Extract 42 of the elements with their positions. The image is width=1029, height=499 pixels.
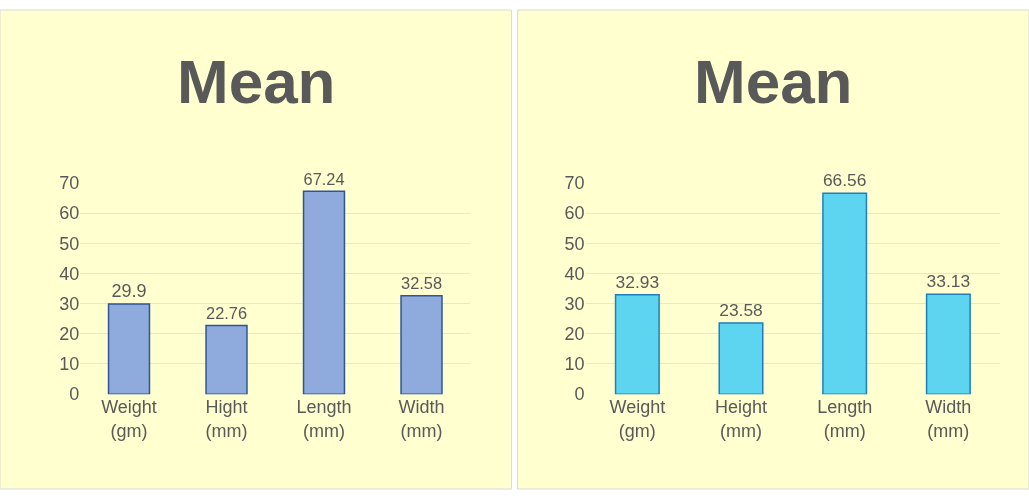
y-tick-label: 20 [564,324,585,345]
data-label: 66.56 [822,170,867,191]
y-tick-label: 70 [564,173,585,194]
bar [205,324,248,395]
data-label: 22.76 [206,303,247,322]
data-label: 32.58 [401,274,442,293]
bar [614,294,660,395]
y-tick-label: 30 [59,293,80,314]
y-tick-label: 50 [59,233,80,254]
x-tick-label: Width (mm) [925,397,972,441]
chart-title: Mean [694,47,853,116]
bar [822,192,868,395]
x-tick-label: Hight (mm) [205,397,248,441]
data-label: 33.13 [926,271,971,292]
chart-title: Mean [177,47,336,116]
data-label: 67.24 [303,169,345,188]
y-tick-label: 50 [564,233,585,254]
y-tick-label: 20 [59,324,80,345]
x-tick-label: Weight (gm) [101,397,157,441]
y-tick-label: 70 [59,173,80,194]
y-tick-label: 40 [564,263,585,284]
y-tick-label: 60 [59,203,80,224]
y-tick-label: 10 [564,354,585,375]
bar [302,190,346,395]
data-label: 32.93 [615,271,660,292]
y-tick-label: 30 [564,293,585,314]
bar [107,303,151,395]
y-tick-label: 0 [69,384,80,405]
x-tick-label: Length (mm) [817,397,873,441]
y-tick-label: 0 [574,384,585,405]
bar [400,295,443,395]
data-label: 29.9 [111,280,147,301]
x-tick-label: Weight (gm) [609,397,666,441]
x-tick-label: Length (mm) [296,397,352,441]
y-tick-label: 40 [59,263,80,284]
y-tick-label: 10 [59,354,80,375]
y-tick-label: 60 [564,203,585,224]
data-label: 23.58 [719,300,763,321]
bar [718,322,764,395]
bar [925,293,971,395]
x-tick-label: Height (mm) [715,397,768,441]
x-tick-label: Width (mm) [398,397,445,441]
